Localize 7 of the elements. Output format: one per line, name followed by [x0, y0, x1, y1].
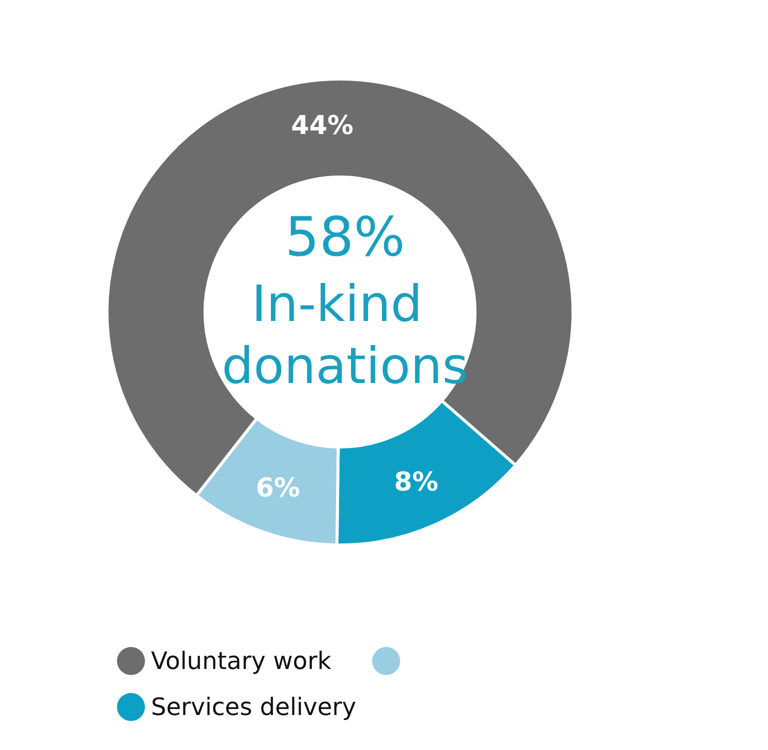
data-label: 8%: [394, 468, 438, 498]
text: In-kind donations: [222, 275, 468, 395]
legend-label: Services delivery: [151, 693, 356, 721]
data-label: 44%: [291, 110, 354, 141]
text: 58%: [284, 206, 406, 268]
legend-label: Voluntary work: [151, 647, 332, 675]
data-label: 6%: [256, 473, 300, 504]
